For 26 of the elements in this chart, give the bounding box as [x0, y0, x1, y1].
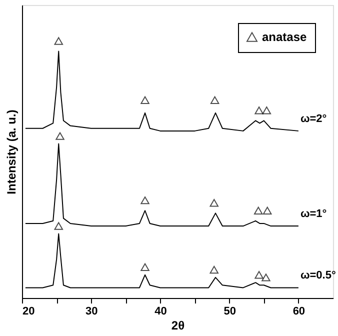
- x-tick-label: 60: [292, 306, 306, 318]
- x-tick-label: 30: [85, 306, 98, 318]
- point: [254, 271, 264, 279]
- point: [210, 266, 218, 274]
- series-label: ω=0.5°: [300, 270, 336, 282]
- point: [262, 106, 272, 114]
- point: [140, 196, 150, 204]
- x-tick-label: 20: [22, 306, 35, 318]
- point: [140, 96, 150, 104]
- point: [54, 37, 63, 45]
- point: [140, 263, 150, 272]
- series-label: ω=2°: [300, 112, 327, 125]
- point: [262, 274, 270, 282]
- point: [54, 222, 63, 230]
- point: [210, 199, 218, 207]
- point: [262, 206, 272, 214]
- x-tick-label: 40: [154, 306, 167, 318]
- legend-label: anatase: [262, 30, 308, 44]
- y-axis-title: Intensity (a. u.): [4, 110, 18, 194]
- x-axis-title: 2θ: [171, 318, 185, 332]
- point: [254, 206, 263, 214]
- point: [210, 96, 220, 104]
- series-label: ω=1°: [300, 208, 327, 220]
- point: [254, 106, 264, 114]
- point: [56, 132, 64, 140]
- x-tick-label: 50: [224, 306, 236, 318]
